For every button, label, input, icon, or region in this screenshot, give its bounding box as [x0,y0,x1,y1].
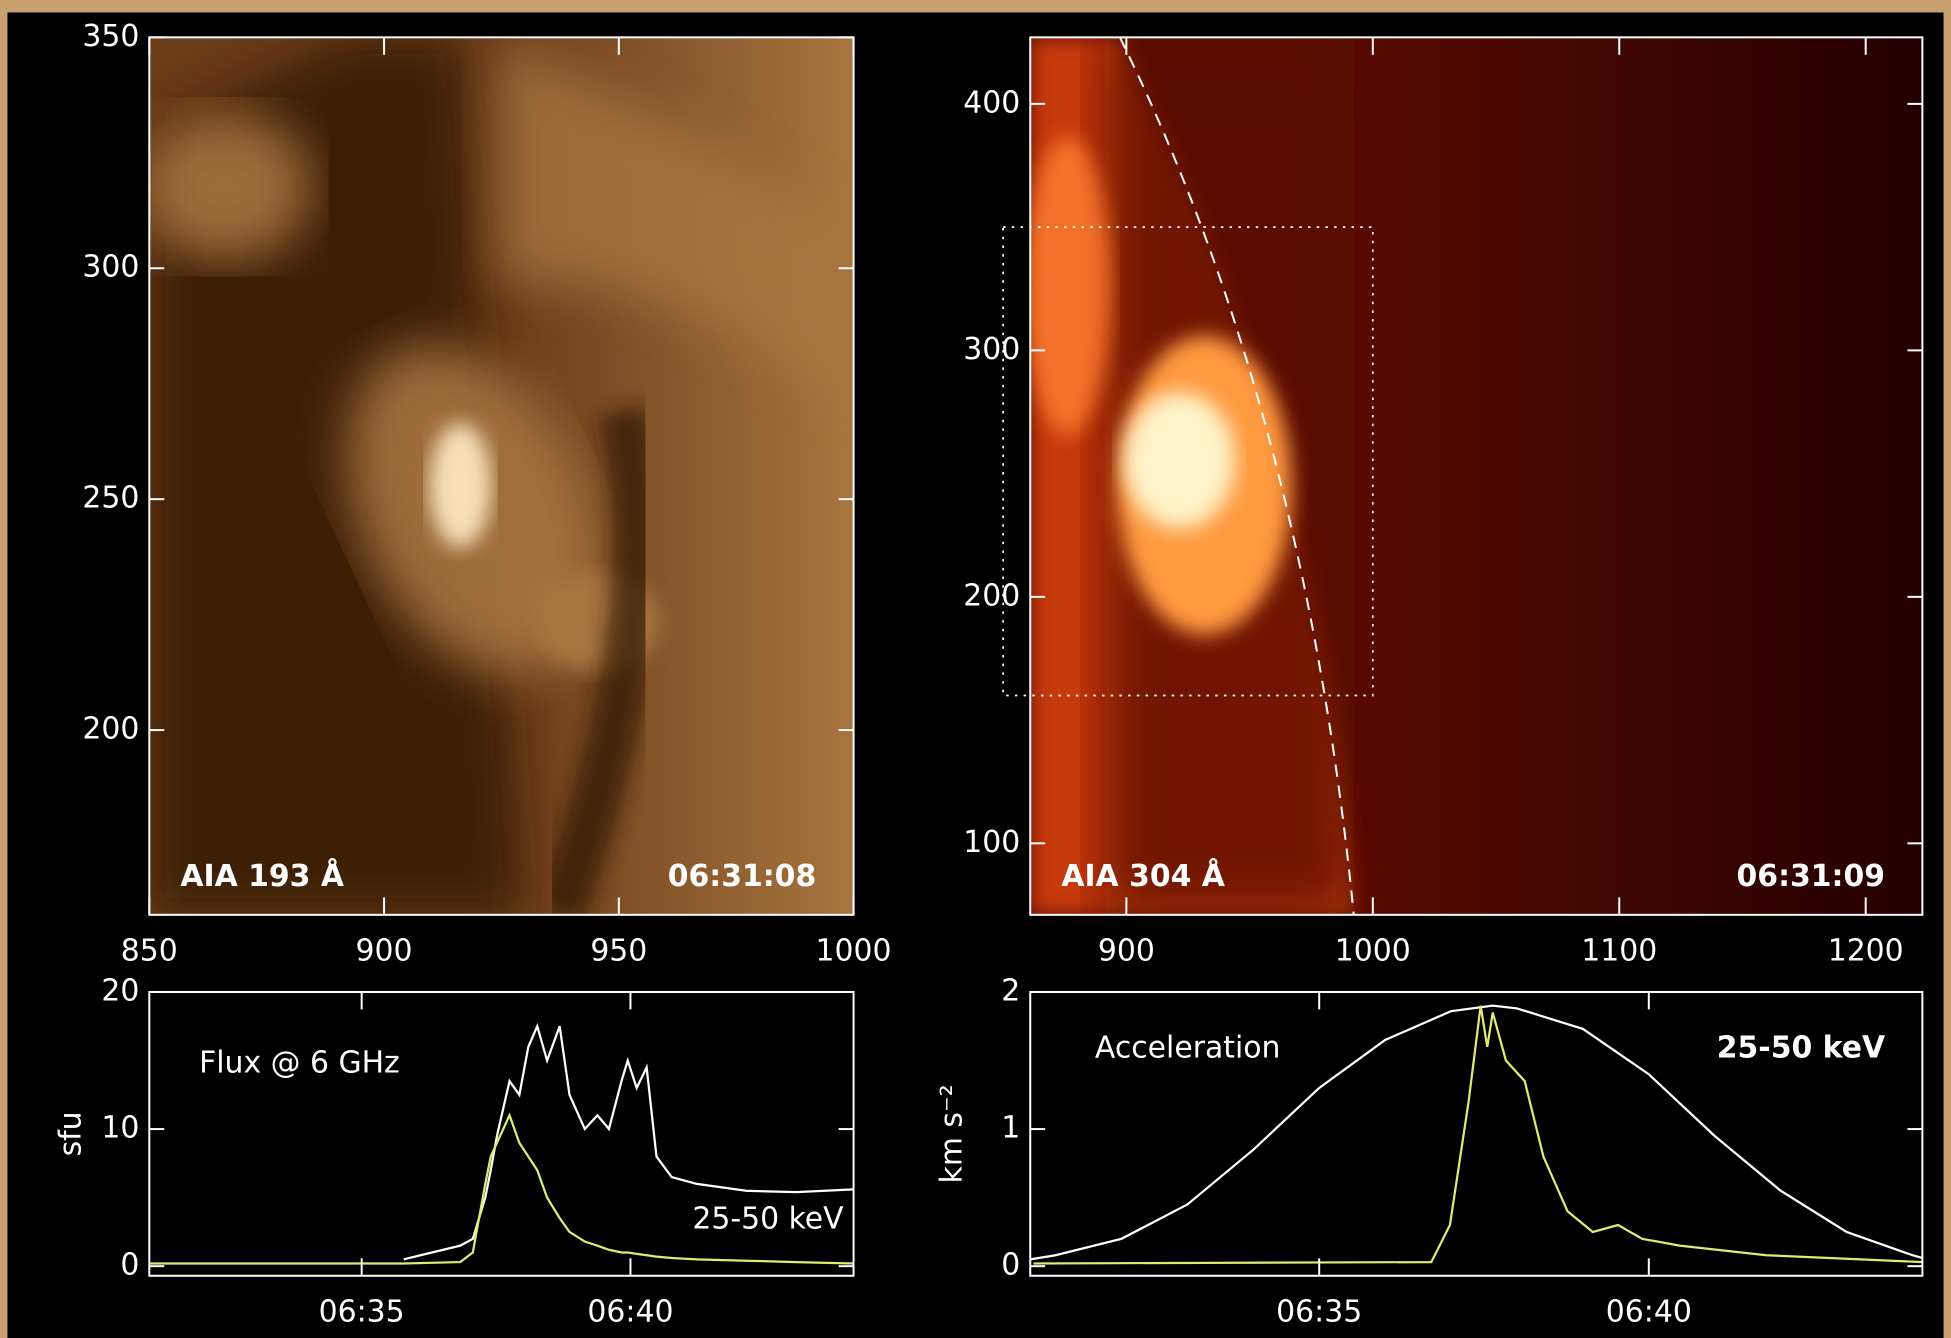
x-tick-label: 1100 [1581,934,1657,969]
y-tick-label: 2 [1001,973,1020,1008]
y-tick-label: 10 [101,1111,139,1146]
plot-area [1024,37,1922,914]
panel: AIA 304 Å 06:31:09 100 200 300 400 900 1000 1100… [963,37,1922,968]
image-feature [1024,137,1111,436]
y-tick-label: 200 [963,578,1020,613]
x-tick-label: 06:35 [319,1295,405,1330]
image-feature [137,112,311,261]
x-tick-label: 06:35 [1276,1295,1362,1330]
series-label: Flux @ 6 GHz [199,1046,400,1081]
y-tick-label: 100 [963,825,1020,860]
y-tick-label: 300 [963,332,1020,367]
y-tick-label: 200 [82,712,139,747]
x-tick-label: 06:40 [587,1295,673,1330]
y-tick-label: 250 [82,481,139,516]
page: {"chart_data": [ {"type": "image", "titl… [0,0,1951,1338]
y-tick-label: 20 [101,973,139,1008]
x-tick-label: 900 [1098,934,1155,969]
panel: AIA 193 Å 06:31:08 200 250 300 350 850 900 950 10… [82,19,891,969]
x-tick-label: 1200 [1828,934,1904,969]
panel-title: AIA 304 Å [1061,857,1225,894]
y-tick-label: 0 [120,1248,139,1283]
series-label: 25-50 keV [1717,1031,1885,1066]
panel-time: 06:31:09 [1737,859,1886,894]
y-tick-label: 300 [82,250,139,285]
y-tick-label: 400 [963,85,1020,120]
x-tick-label: 950 [590,934,647,969]
panel-title: AIA 193 Å [180,857,344,894]
series-label: Acceleration [1095,1031,1281,1066]
series-label: 25-50 keV [692,1201,844,1236]
y-axis-label: km s⁻² [935,1084,970,1183]
y-tick-label: 350 [82,19,139,54]
plot-area [137,37,854,914]
panel-time: 06:31:08 [668,859,817,894]
image-feature [1124,392,1236,529]
x-tick-label: 1000 [1335,934,1411,969]
y-axis-label: sfu [54,1111,89,1156]
x-tick-label: 06:40 [1606,1295,1692,1330]
y-tick-label: 1 [1001,1111,1020,1146]
x-tick-label: 900 [356,934,413,969]
x-tick-label: 850 [121,934,178,969]
figure: AIA 193 Å06:31:0820025030035085090095010… [0,0,1951,1338]
image-feature [429,423,491,547]
y-tick-label: 0 [1001,1248,1020,1283]
x-tick-label: 1000 [816,934,892,969]
